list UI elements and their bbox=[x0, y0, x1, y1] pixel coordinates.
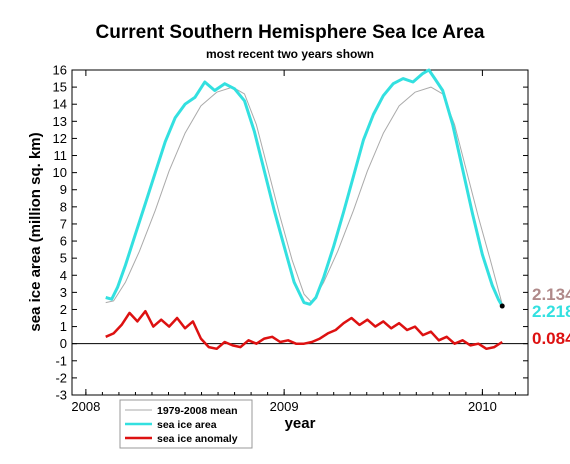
legend-label: 1979-2008 mean bbox=[157, 405, 238, 417]
end-label: 2.134 bbox=[532, 285, 570, 304]
x-axis-label: year bbox=[285, 415, 316, 432]
chart-title: Current Southern Hemisphere Sea Ice Area bbox=[96, 22, 485, 43]
y-tick-label: 6 bbox=[60, 234, 67, 249]
y-tick-label: 1 bbox=[60, 319, 67, 334]
legend-label: sea ice area bbox=[157, 419, 217, 431]
x-axis: 2008 2009 2010 bbox=[71, 70, 516, 414]
y-tick-label: 15 bbox=[53, 80, 67, 95]
end-label: 0.084 bbox=[532, 329, 570, 348]
y-tick-label: 7 bbox=[60, 216, 67, 231]
end-label: 2.218 bbox=[532, 302, 570, 321]
y-tick-label: 10 bbox=[53, 165, 67, 180]
y-tick-label: 0 bbox=[60, 336, 67, 351]
y-tick-label: 2 bbox=[60, 302, 67, 317]
plot-frame bbox=[71, 69, 529, 396]
series-line bbox=[105, 68, 504, 307]
legend-label: sea ice anomaly bbox=[157, 433, 238, 445]
y-tick-label: -2 bbox=[55, 370, 67, 385]
y-tick-label: 5 bbox=[60, 251, 67, 266]
y-axis-label: sea ice area (million sq. km) bbox=[27, 132, 44, 331]
y-tick-label: 13 bbox=[53, 114, 67, 129]
y-tick-label: 12 bbox=[53, 131, 67, 146]
y-tick-label: 8 bbox=[60, 199, 67, 214]
series-line bbox=[105, 86, 503, 305]
x-tick-label: 2009 bbox=[270, 399, 299, 414]
y-tick-label: 4 bbox=[60, 268, 67, 283]
x-tick-label: 2010 bbox=[468, 399, 497, 414]
chart-subtitle: most recent two years shown bbox=[206, 47, 374, 61]
y-tick-label: 11 bbox=[54, 148, 68, 163]
y-tick-label: 3 bbox=[60, 285, 67, 300]
data-series bbox=[105, 68, 505, 351]
series-end-point bbox=[499, 303, 505, 309]
series-line bbox=[105, 309, 503, 351]
legend: 1979-2008 mean sea ice area sea ice anomal… bbox=[119, 399, 253, 449]
y-tick-label: 9 bbox=[60, 182, 67, 197]
y-tick-label: 16 bbox=[53, 63, 67, 78]
y-tick-label: -3 bbox=[55, 388, 67, 403]
y-tick-label: -1 bbox=[55, 353, 67, 368]
y-tick-label: 14 bbox=[53, 97, 67, 112]
x-tick-label: 2008 bbox=[71, 399, 100, 414]
